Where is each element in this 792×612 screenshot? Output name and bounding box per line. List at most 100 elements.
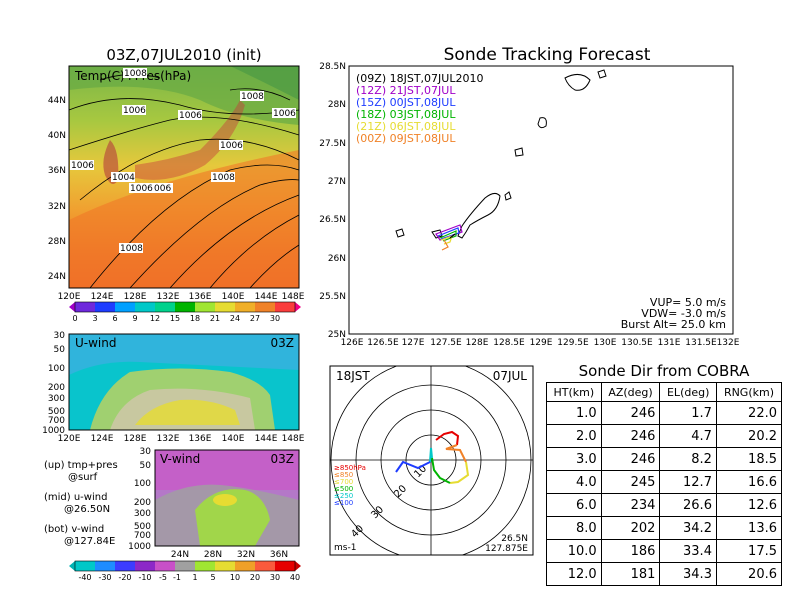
svg-text:24N: 24N: [171, 550, 189, 560]
svg-text:15: 15: [170, 314, 180, 323]
svg-text:26N: 26N: [328, 254, 346, 264]
svg-text:24N: 24N: [48, 272, 66, 282]
svg-text:200: 200: [48, 383, 65, 393]
svg-text:28N: 28N: [328, 100, 346, 110]
svg-text:127.5E: 127.5E: [430, 338, 462, 348]
svg-text:VUP= 5.0 m/s: VUP= 5.0 m/s: [650, 296, 726, 309]
svg-text:(09Z) 18JST,07JUL2010: (09Z) 18JST,07JUL2010: [356, 72, 483, 85]
track-map-frame: [348, 65, 734, 335]
u-wind-label: U-wind: [75, 336, 116, 350]
svg-text:28N: 28N: [48, 237, 66, 247]
svg-text:700: 700: [134, 531, 151, 541]
svg-text:25N: 25N: [328, 330, 346, 340]
svg-text:131E: 131E: [658, 338, 681, 348]
polar-unit: ms-1: [334, 543, 356, 553]
svg-text:27.5N: 27.5N: [319, 139, 346, 149]
svg-text:130E: 130E: [594, 338, 617, 348]
table-row: 6.0 234 26.6 12.6: [546, 493, 783, 517]
svg-text:21: 21: [210, 314, 220, 323]
svg-text:30: 30: [270, 573, 280, 582]
svg-text:1008: 1008: [120, 244, 143, 254]
svg-text:Burst Alt= 25.0 km: Burst Alt= 25.0 km: [621, 318, 726, 331]
svg-text:50: 50: [54, 345, 66, 355]
svg-text:(00Z) 09JST,08JUL: (00Z) 09JST,08JUL: [356, 132, 456, 145]
svg-text:≤100: ≤100: [334, 499, 353, 507]
v-wind-panel: [154, 449, 300, 547]
svg-text:132E: 132E: [157, 434, 180, 444]
svg-text:131.5E: 131.5E: [685, 338, 717, 348]
table-row: 1.0 246 1.7 22.0: [546, 401, 783, 425]
svg-text:-40: -40: [78, 573, 91, 582]
svg-text:300: 300: [134, 509, 151, 519]
track-legend: (09Z) 18JST,07JUL2010 (12Z) 21JST,07JUL …: [356, 72, 483, 145]
svg-text:≤250: ≤250: [334, 492, 353, 500]
svg-text:(up) tmp+pres: (up) tmp+pres: [44, 460, 118, 471]
svg-text:132E: 132E: [717, 338, 740, 348]
table-row: 2.0 246 4.7 20.2: [546, 424, 783, 448]
svg-text:124E: 124E: [91, 292, 114, 302]
svg-text:26.5N: 26.5N: [319, 215, 346, 225]
svg-text:124E: 124E: [91, 434, 114, 444]
svg-text:3: 3: [92, 314, 97, 323]
sonde-direction-table: HT(km) AZ(deg) EL(deg) RNG(km) 1.0 246 1.7…: [546, 382, 783, 586]
svg-text:12: 12: [150, 314, 160, 323]
svg-text:1000: 1000: [128, 542, 151, 552]
svg-text:@surf: @surf: [68, 472, 98, 483]
v-wind-p-ticks: 30 50 100 200 300 500 700 1000: [128, 447, 151, 552]
temp-colorbar: [69, 301, 301, 313]
svg-text:1006: 1006: [220, 141, 243, 151]
svg-text:-1: -1: [173, 573, 181, 582]
table-row: 12.0 181 34.3 20.6: [546, 562, 783, 586]
svg-text:30: 30: [54, 331, 66, 341]
svg-text:132E: 132E: [157, 292, 180, 302]
svg-text:(15Z) 00JST,08JUL: (15Z) 00JST,08JUL: [356, 96, 456, 109]
svg-text:1006: 1006: [273, 109, 296, 119]
svg-text:1008: 1008: [212, 173, 235, 183]
svg-text:130.5E: 130.5E: [621, 338, 653, 348]
svg-text:≥850hPa: ≥850hPa: [334, 464, 366, 472]
svg-text:(18Z) 03JST,08JUL: (18Z) 03JST,08JUL: [356, 108, 456, 121]
col-header-az: AZ(deg): [600, 382, 661, 402]
u-wind-time: 03Z: [271, 336, 295, 350]
v-wind-label: V-wind: [160, 452, 200, 466]
svg-text:144E: 144E: [255, 434, 278, 444]
wind-colorbar: [69, 560, 301, 572]
v-wind-lat-ticks: 24N 28N 32N 36N: [171, 550, 288, 560]
svg-text:1006: 1006: [123, 106, 146, 116]
svg-text:1006: 1006: [179, 111, 202, 121]
svg-text:40N: 40N: [48, 131, 66, 141]
svg-text:127E: 127E: [402, 338, 425, 348]
polar-time: 18JST: [336, 369, 370, 383]
svg-text:128E: 128E: [466, 338, 489, 348]
svg-text:300: 300: [48, 394, 65, 404]
pressure-legend: ≥850hPa ≤850 ≤700 ≤500 ≤250 ≤100: [334, 464, 366, 507]
track-params: VUP= 5.0 m/s VDW= -3.0 m/s Burst Alt= 25…: [621, 296, 727, 331]
svg-text:44N: 44N: [48, 96, 66, 106]
u-wind-lon-ticks: 120E 124E 128E 132E 136E 140E 144E 148E: [58, 434, 305, 444]
svg-text:126.5E: 126.5E: [367, 338, 399, 348]
temp-map-lon-ticks: 120E 124E 128E 132E 136E 140E 144E 148E: [58, 292, 305, 302]
svg-text:(bot) v-wind: (bot) v-wind: [44, 524, 104, 535]
svg-text:006: 006: [154, 184, 171, 194]
svg-text:5: 5: [210, 573, 215, 582]
polar-lon: 127.875E: [485, 544, 528, 554]
svg-text:28N: 28N: [204, 550, 222, 560]
col-header-el: EL(deg): [659, 382, 717, 402]
svg-text:1006: 1006: [130, 184, 153, 194]
table-row: 3.0 246 8.2 18.5: [546, 447, 783, 471]
svg-text:1006: 1006: [71, 161, 94, 171]
svg-text:1004: 1004: [112, 173, 135, 183]
svg-text:144E: 144E: [255, 292, 278, 302]
svg-text:700: 700: [48, 416, 65, 426]
svg-text:VDW= -3.0 m/s: VDW= -3.0 m/s: [641, 307, 726, 320]
svg-text:20: 20: [250, 573, 260, 582]
svg-text:500: 500: [48, 407, 65, 417]
u-wind-p-ticks: 30 50 100 200 300 500 700 1000: [42, 331, 65, 436]
svg-text:6: 6: [112, 314, 117, 323]
coastlines: [395, 69, 607, 239]
svg-text:1: 1: [192, 573, 197, 582]
sonde-table-title: Sonde Dir from COBRA: [578, 362, 750, 380]
svg-text:18: 18: [190, 314, 200, 323]
track-paths: [435, 224, 463, 251]
polar-rings: [330, 366, 533, 555]
